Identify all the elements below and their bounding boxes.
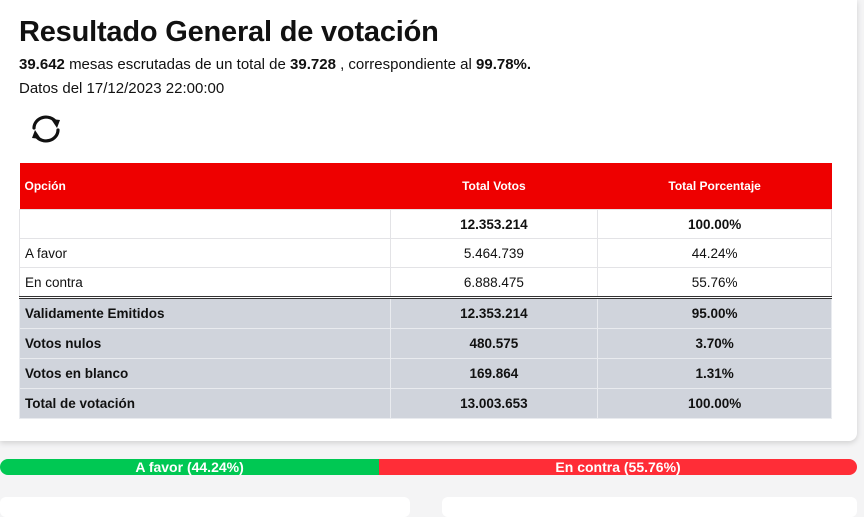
table-row-votos-nulos: Votos nulos 480.575 3.70%	[19, 328, 832, 359]
mesas-percentage: 99.78%.	[476, 56, 532, 73]
column-header-opcion[interactable]: Opción	[19, 163, 390, 210]
row-votos: 5.464.739	[389, 238, 599, 268]
table-row-validamente-emitidos: Validamente Emitidos 12.353.214 95.00%	[19, 296, 832, 329]
row-percentage: 100.00%	[597, 209, 832, 239]
row-label: Votos en blanco	[19, 358, 391, 389]
refresh-icon[interactable]	[28, 113, 64, 145]
table-row-total-de-votacion: Total de votación 13.003.653 100.00%	[19, 388, 832, 419]
column-header-total-votos[interactable]: Total Votos	[390, 163, 598, 210]
row-percentage: 3.70%	[597, 328, 832, 359]
results-card: Resultado General de votación 39.642 mes…	[0, 0, 857, 441]
row-votos: 13.003.653	[389, 388, 599, 419]
row-label: Total de votación	[19, 388, 391, 419]
row-percentage: 100.00%	[597, 388, 832, 419]
mesas-text-1: mesas escrutadas de un total de	[69, 56, 286, 73]
table-row-en-contra: En contra 6.888.475 55.76%	[19, 267, 832, 298]
progress-segment-en-contra: En contra (55.76%)	[379, 459, 857, 475]
row-label	[19, 209, 391, 239]
lower-card-right	[442, 497, 857, 517]
data-timestamp: Datos del 17/12/2023 22:00:00	[19, 80, 225, 97]
row-percentage: 1.31%	[597, 358, 832, 389]
row-votos: 480.575	[389, 328, 599, 359]
progress-segment-a-favor: A favor (44.24%)	[0, 459, 380, 475]
lower-card-left	[0, 497, 410, 517]
table-row-votos-en-blanco: Votos en blanco 169.864 1.31%	[19, 358, 832, 389]
row-votos: 6.888.475	[389, 267, 599, 298]
row-label: Votos nulos	[19, 328, 391, 359]
table-row-a-favor: A favor 5.464.739 44.24%	[19, 238, 832, 268]
table-header-row: Opción Total Votos Total Porcentaje	[19, 163, 832, 210]
row-label: Validamente Emitidos	[19, 296, 391, 329]
mesas-escrutadas-value: 39.642	[19, 56, 65, 73]
mesas-summary: 39.642 mesas escrutadas de un total de 3…	[19, 56, 531, 73]
row-label: A favor	[19, 238, 391, 268]
page-title: Resultado General de votación	[19, 16, 439, 48]
table-row-total-valid: 12.353.214 100.00%	[19, 209, 832, 239]
row-percentage: 55.76%	[597, 267, 832, 298]
results-table: Opción Total Votos Total Porcentaje 12.3…	[19, 163, 832, 419]
row-percentage: 95.00%	[597, 296, 832, 329]
mesas-total-value: 39.728	[290, 56, 336, 73]
vote-progress-bar: A favor (44.24%) En contra (55.76%)	[0, 459, 857, 475]
row-votos: 12.353.214	[389, 209, 599, 239]
column-header-total-porcentaje[interactable]: Total Porcentaje	[597, 163, 832, 210]
row-label: En contra	[19, 267, 391, 298]
row-votos: 169.864	[389, 358, 599, 389]
mesas-text-2: , correspondiente al	[340, 56, 472, 73]
row-percentage: 44.24%	[597, 238, 832, 268]
row-votos: 12.353.214	[389, 296, 599, 329]
